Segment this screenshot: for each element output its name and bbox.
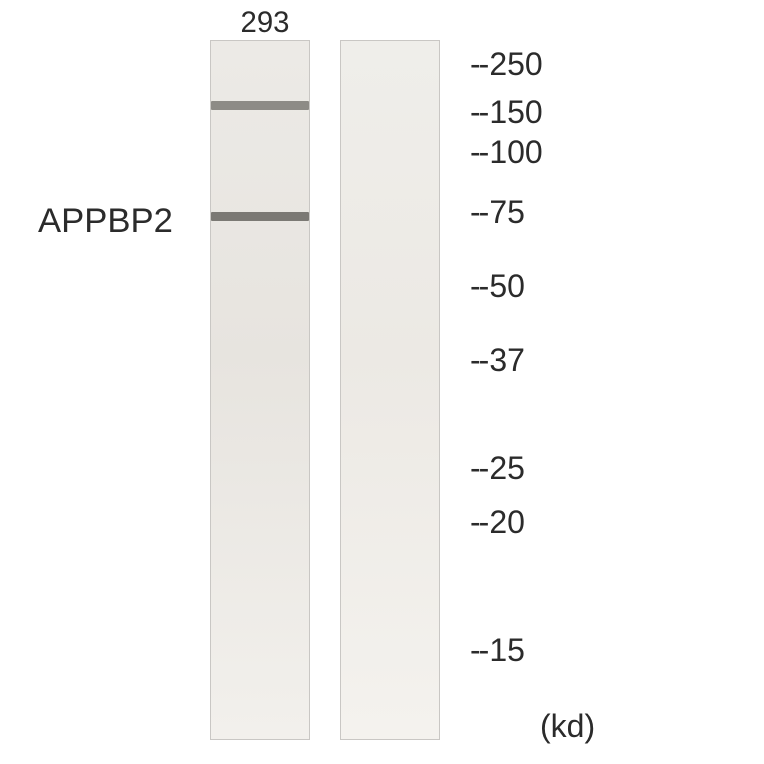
marker-value: 50 bbox=[489, 268, 525, 305]
blot-band bbox=[211, 212, 309, 221]
mw-marker: --75 bbox=[470, 194, 525, 231]
marker-dash: -- bbox=[470, 268, 487, 305]
mw-marker: --20 bbox=[470, 504, 525, 541]
mw-marker: --37 bbox=[470, 342, 525, 379]
marker-value: 75 bbox=[489, 194, 525, 231]
marker-dash: -- bbox=[470, 504, 487, 541]
blot-figure: 293 APPBP2 --250--150--100--75--50--37--… bbox=[0, 0, 764, 764]
marker-value: 20 bbox=[489, 504, 525, 541]
marker-dash: -- bbox=[470, 194, 487, 231]
mw-marker: --250 bbox=[470, 46, 543, 83]
mw-marker: --100 bbox=[470, 134, 543, 171]
protein-label: APPBP2 bbox=[38, 202, 173, 241]
marker-dash: -- bbox=[470, 134, 487, 171]
marker-value: 100 bbox=[489, 134, 542, 171]
mw-marker: --25 bbox=[470, 450, 525, 487]
mw-marker: --150 bbox=[470, 94, 543, 131]
marker-dash: -- bbox=[470, 450, 487, 487]
marker-dash: -- bbox=[470, 46, 487, 83]
marker-value: 150 bbox=[489, 94, 542, 131]
marker-value: 15 bbox=[489, 632, 525, 669]
marker-value: 37 bbox=[489, 342, 525, 379]
marker-lane bbox=[340, 40, 440, 740]
marker-dash: -- bbox=[470, 632, 487, 669]
marker-value: 250 bbox=[489, 46, 542, 83]
marker-value: 25 bbox=[489, 450, 525, 487]
sample-lane bbox=[210, 40, 310, 740]
mw-marker: --15 bbox=[470, 632, 525, 669]
blot-band bbox=[211, 101, 309, 110]
unit-label: (kd) bbox=[540, 708, 595, 745]
marker-dash: -- bbox=[470, 342, 487, 379]
marker-dash: -- bbox=[470, 94, 487, 131]
mw-marker: --50 bbox=[470, 268, 525, 305]
lane-header: 293 bbox=[230, 6, 300, 40]
